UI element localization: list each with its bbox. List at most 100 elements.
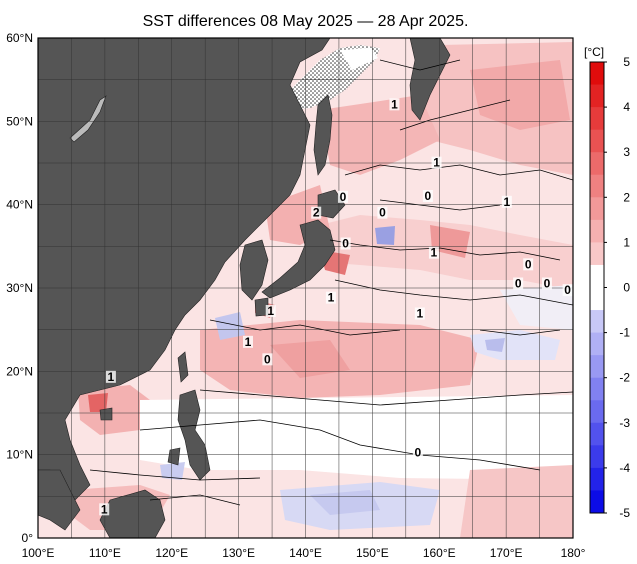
colorbar-tick-label: 0 [623, 281, 630, 295]
land-masses [38, 38, 451, 538]
lat-tick-label: 40°N [6, 198, 33, 212]
lon-tick-label: 160°E [423, 546, 456, 560]
colorbar-tick-label: -1 [619, 326, 630, 340]
lon-tick-label: 120°E [155, 546, 188, 560]
contour-label-bg [242, 335, 253, 348]
contour-label: 0 [342, 237, 349, 251]
latitude-labels: 60°N 50°N 40°N 30°N 20°N 10°N 0° [6, 31, 33, 545]
contour-label: 1 [245, 335, 252, 349]
contour-label-bg [340, 237, 351, 250]
colorbar-step [590, 377, 604, 401]
contour-label: 1 [417, 307, 424, 321]
lon-tick-label: 180° [561, 546, 586, 560]
colorbar-unit: [°C] [584, 45, 605, 59]
lat-tick-label: 30°N [6, 281, 33, 295]
contour-label: 0 [525, 257, 532, 271]
contour-label: 1 [108, 370, 115, 384]
contour-label-bg [412, 446, 423, 459]
contour-lines [89, 59, 573, 506]
contour-label-bg [428, 246, 439, 259]
lon-tick-label: 150°E [356, 546, 389, 560]
colorbar-step [590, 107, 604, 131]
colorbar-step [590, 242, 604, 266]
colorbar-step [590, 467, 604, 491]
colorbar-step [590, 310, 604, 334]
colorbar-tick-label: -3 [619, 416, 630, 430]
contour-label-bg [325, 291, 336, 304]
colorbar-step [590, 422, 604, 446]
colorbar-tick-label: 4 [623, 100, 630, 114]
contour-label-bg [389, 98, 400, 111]
colorbar: 5 4 3 2 1 0 -1 -2 -3 -4 -5 [589, 55, 630, 520]
contour-label: 0 [340, 190, 347, 204]
contour-label-bg [99, 503, 110, 516]
contour-label-bg [105, 370, 116, 383]
contour-label-bg [513, 277, 524, 290]
contour-label-bg [337, 190, 348, 203]
contour-label: 0 [425, 189, 432, 203]
contour-label-bg [311, 206, 322, 219]
contour-label-bg [501, 195, 512, 208]
contour-label: 1 [267, 304, 274, 318]
contour-label: 1 [328, 291, 335, 305]
colorbar-step [590, 197, 604, 221]
contour-label-bg [523, 258, 534, 271]
lat-tick-label: 10°N [6, 448, 33, 462]
contour-label-bg [262, 353, 273, 366]
contour-label-bg [431, 156, 442, 169]
lon-tick-label: 100°E [22, 546, 55, 560]
map-title: SST differences 08 May 2025 — 28 Apr 202… [142, 13, 469, 30]
lon-tick-label: 130°E [222, 546, 255, 560]
colorbar-step [590, 219, 604, 243]
contour-label: 1 [503, 195, 510, 209]
longitude-labels: 100°E 110°E 120°E 130°E 140°E 150°E 160°E 170°E… [22, 546, 586, 560]
colorbar-tick-label: -4 [619, 461, 630, 475]
colorbar-step [590, 355, 604, 379]
colorbar-step [590, 84, 604, 108]
contour-label-bg [377, 206, 388, 219]
lat-tick-label: 60°N [6, 31, 33, 45]
contour-label-bg [265, 305, 276, 317]
contour-label-bg [541, 277, 552, 290]
map-frame [37, 37, 574, 539]
graticule [38, 38, 573, 538]
lon-tick-label: 140°E [289, 546, 322, 560]
colorbar-step [590, 174, 604, 198]
colorbar-step [590, 400, 604, 424]
colorbar-tick-label: 3 [623, 145, 630, 159]
colorbar-tick-label: 5 [623, 55, 630, 69]
contour-label: 0 [515, 277, 522, 291]
colorbar-step [590, 62, 604, 86]
contour-label: 2 [313, 206, 320, 220]
contour-label-bg [562, 284, 573, 297]
lat-tick-label: 20°N [6, 364, 33, 378]
colorbar-tick-label: -2 [619, 371, 630, 385]
colorbar-tick-label: -5 [619, 506, 630, 520]
contour-label: 0 [264, 352, 271, 366]
anomaly-patches [70, 42, 573, 538]
colorbar-tick-label: 1 [623, 235, 630, 249]
colorbar-tick-label: 2 [623, 190, 630, 204]
contour-label: 0 [379, 206, 386, 220]
lat-tick-label: 0° [22, 531, 34, 545]
contour-label: 1 [391, 97, 398, 111]
contour-label-bg [414, 307, 425, 320]
contour-label: 0 [415, 446, 422, 460]
contour-label: 1 [101, 502, 108, 516]
contour-label: 1 [433, 156, 440, 170]
colorbar-step [590, 152, 604, 176]
colorbar-step [590, 264, 604, 288]
colorbar-step [590, 287, 604, 311]
lon-tick-label: 110°E [89, 546, 121, 560]
contour-label-bg [422, 190, 433, 202]
colorbar-step [590, 490, 604, 514]
contour-label: 0 [564, 283, 571, 297]
colorbar-step [590, 332, 604, 356]
colorbar-step [590, 445, 604, 469]
contour-label: 1 [431, 246, 438, 260]
lon-tick-label: 170°E [490, 546, 523, 560]
colorbar-step [590, 129, 604, 153]
lat-tick-label: 50°N [6, 114, 33, 128]
